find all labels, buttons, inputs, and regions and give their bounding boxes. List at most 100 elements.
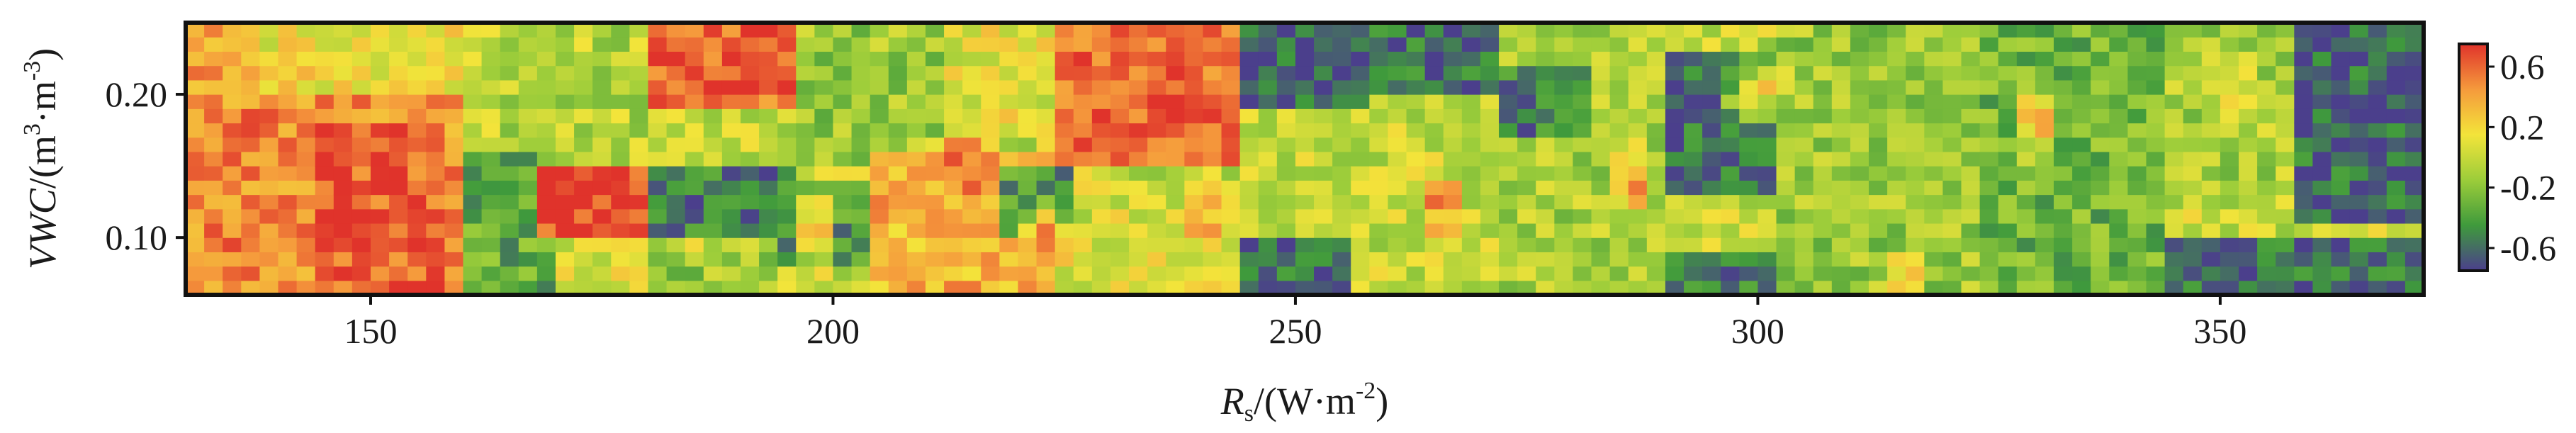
heatmap-cell [666,23,686,38]
heatmap-cell [1757,208,1777,224]
heatmap-cell [888,208,908,224]
heatmap-cell [796,208,815,224]
heatmap-cell [1684,280,1703,295]
heatmap-cell [1646,194,1666,210]
heatmap-cell [1536,65,1555,81]
colorbar-tick-label: -0.6 [2500,228,2556,268]
heatmap-cell [1276,280,1296,295]
heatmap-cell [888,137,908,152]
heatmap-cell [1573,166,1592,181]
heatmap-cell [500,123,519,138]
heatmap-cell [925,180,945,196]
heatmap-cell [1443,137,1463,152]
heatmap-cell [1906,252,1925,267]
heatmap-cell [407,23,427,38]
heatmap-cell [1961,194,1981,210]
heatmap-cell [1979,123,1999,138]
heatmap-cell [1332,266,1351,281]
heatmap-cell [351,194,371,210]
heatmap-cell [1684,208,1703,224]
heatmap-cell [444,23,464,38]
heatmap-cell [981,151,1000,167]
heatmap-cell [2276,51,2295,67]
heatmap-cell [1813,237,1833,252]
heatmap-cell [1794,280,1814,295]
heatmap-cell [2257,94,2276,109]
heatmap-cell [1203,23,1222,38]
heatmap-cell [1739,266,1759,281]
heatmap-cell [1184,23,1204,38]
heatmap-cell [1147,123,1166,138]
heatmap-cell [1221,108,1241,124]
heatmap-cell [518,137,538,152]
heatmap-cell [777,266,797,281]
heatmap-cell [2146,280,2166,295]
heatmap-cell [1609,123,1629,138]
heatmap-cell [1406,65,1426,81]
heatmap-cell [1018,208,1037,224]
heatmap-cell [1332,123,1351,138]
heatmap-cell [1536,108,1555,124]
heatmap-cell [648,94,668,109]
heatmap-cell [721,94,741,109]
heatmap-cell [1942,266,1962,281]
heatmap-cell [796,280,815,295]
heatmap-cell [1239,137,1259,152]
heatmap-cell [555,280,575,295]
heatmap-cell [981,108,1000,124]
heatmap-cell [2035,180,2054,196]
heatmap-cell [1166,137,1185,152]
heatmap-cell [870,94,889,109]
heatmap-cell [925,151,945,167]
heatmap-cell [1628,194,1648,210]
heatmap-cell [407,223,427,238]
heatmap-cell [2331,79,2351,95]
heatmap-cell [1942,280,1962,295]
heatmap-cell [851,208,871,224]
heatmap-cell [1499,280,1518,295]
heatmap-cell [1110,180,1130,196]
heatmap-cell [2239,223,2258,238]
heatmap-cell [740,23,760,38]
heatmap-cell [2091,37,2110,52]
heatmap-cell [241,180,260,196]
heatmap-cell [759,194,778,210]
heatmap-cell [1239,94,1259,109]
heatmap-cell [2127,123,2147,138]
heatmap-cell [426,137,445,152]
heatmap-cell [2220,123,2239,138]
heatmap-cell [2164,108,2184,124]
heatmap-cell [1813,108,1833,124]
heatmap-cell [241,194,260,210]
heatmap-cell [1869,266,1888,281]
heatmap-cell [981,166,1000,181]
heatmap-cell [1869,23,1888,38]
heatmap-cell [1295,137,1315,152]
heatmap-cell [333,151,353,167]
heatmap-cell [1129,208,1148,224]
heatmap-cell [870,223,889,238]
heatmap-cell [2276,108,2295,124]
heatmap-cell [1461,94,1481,109]
heatmap-cell [1424,194,1444,210]
heatmap-cell [962,23,982,38]
heatmap-cell [481,166,501,181]
heatmap-cell [204,266,223,281]
heatmap-cell [1203,37,1222,52]
heatmap-cell [1961,37,1981,52]
heatmap-cell [223,108,242,124]
heatmap-cell [1424,237,1444,252]
heatmap-cell [2257,180,2276,196]
heatmap-cell [851,37,871,52]
heatmap-cell [2072,180,2091,196]
heatmap-cell [518,180,538,196]
heatmap-cell [186,280,205,295]
heatmap-cell [1499,237,1518,252]
heatmap-cell [1757,237,1777,252]
heatmap-cell [1628,79,1648,95]
heatmap-cell [1554,108,1574,124]
heatmap-cell [740,151,760,167]
heatmap-cell [2127,180,2147,196]
heatmap-cell [2201,37,2221,52]
heatmap-cell [925,51,945,67]
